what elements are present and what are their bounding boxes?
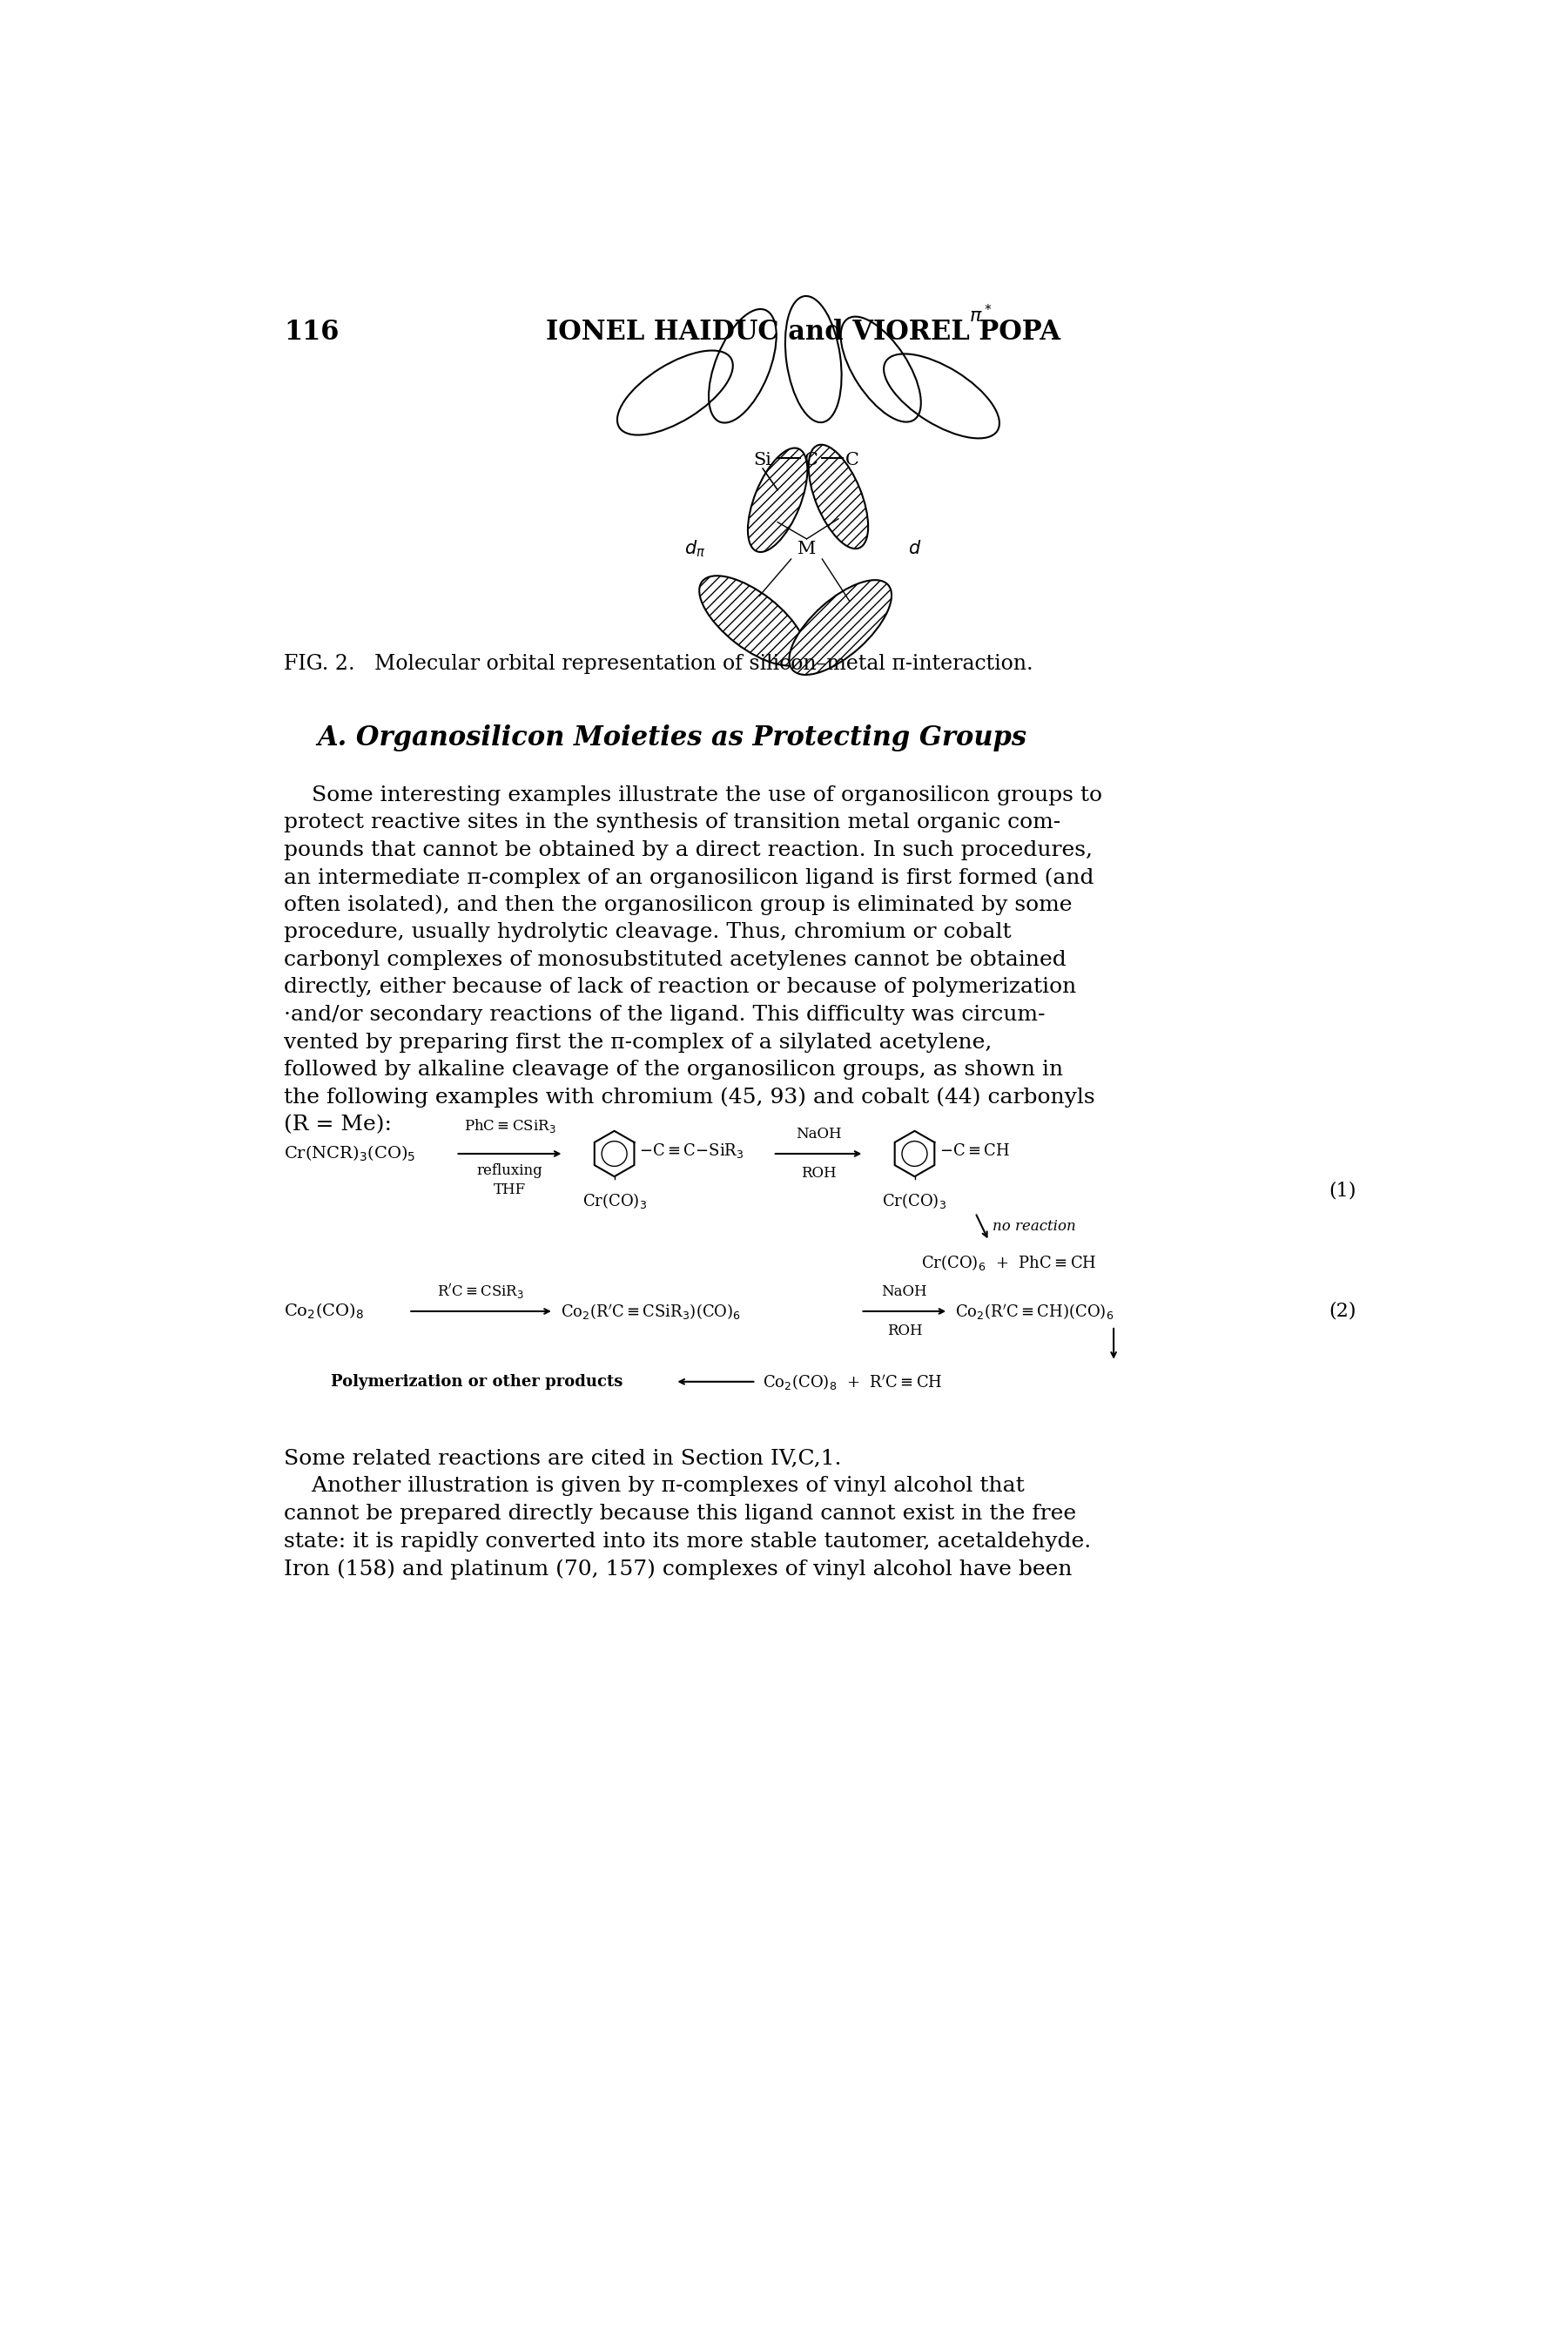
Text: ROH: ROH: [801, 1166, 836, 1180]
Text: ·and/or secondary reactions of the ligand. This difficulty was circum-: ·and/or secondary reactions of the ligan…: [284, 1004, 1046, 1025]
Text: PhC$\equiv$CSiR$_3$: PhC$\equiv$CSiR$_3$: [464, 1117, 555, 1136]
Text: Cr(CO)$_3$: Cr(CO)$_3$: [582, 1192, 646, 1211]
Text: M: M: [798, 541, 815, 557]
Text: Co$_2$(R$'$C$\equiv$CSiR$_3$)(CO)$_6$: Co$_2$(R$'$C$\equiv$CSiR$_3$)(CO)$_6$: [560, 1302, 740, 1321]
Text: Cr(CO)$_6$  +  PhC$\equiv$CH: Cr(CO)$_6$ + PhC$\equiv$CH: [922, 1253, 1098, 1272]
Text: $-$C$\equiv$C$-$SiR$_3$: $-$C$\equiv$C$-$SiR$_3$: [640, 1143, 745, 1159]
Text: vented by preparing first the π-complex of a silylated acetylene,: vented by preparing first the π-complex …: [284, 1032, 993, 1053]
Text: pounds that cannot be obtained by a direct reaction. In such procedures,: pounds that cannot be obtained by a dire…: [284, 839, 1093, 860]
Text: IONEL HAIDUC and VIOREL POPA: IONEL HAIDUC and VIOREL POPA: [546, 320, 1060, 346]
Text: (2): (2): [1330, 1302, 1356, 1321]
Text: Another illustration is given by π-complexes of vinyl alcohol that: Another illustration is given by π-compl…: [284, 1476, 1024, 1495]
Text: often isolated), and then the organosilicon group is eliminated by some: often isolated), and then the organosili…: [284, 896, 1073, 915]
Text: state: it is rapidly converted into its more stable tautomer, acetaldehyde.: state: it is rapidly converted into its …: [284, 1531, 1091, 1552]
Ellipse shape: [699, 576, 806, 665]
Text: refluxing: refluxing: [477, 1164, 543, 1178]
Text: carbonyl complexes of monosubstituted acetylenes cannot be obtained: carbonyl complexes of monosubstituted ac…: [284, 950, 1066, 971]
Text: $d$: $d$: [908, 541, 922, 557]
Text: $-$C$\equiv$CH: $-$C$\equiv$CH: [939, 1143, 1010, 1159]
Ellipse shape: [809, 444, 869, 548]
Text: Some related reactions are cited in Section IV,C,1.: Some related reactions are cited in Sect…: [284, 1448, 842, 1469]
Text: (R = Me):: (R = Me):: [284, 1114, 392, 1136]
Text: $\pi^*$: $\pi^*$: [969, 306, 993, 327]
Text: procedure, usually hydrolytic cleavage. Thus, chromium or cobalt: procedure, usually hydrolytic cleavage. …: [284, 922, 1011, 943]
Text: FIG. 2.   Molecular orbital representation of silicon–metal π-interaction.: FIG. 2. Molecular orbital representation…: [284, 654, 1033, 675]
Ellipse shape: [789, 581, 892, 675]
Text: Iron (158) and platinum (70, 157) complexes of vinyl alcohol have been: Iron (158) and platinum (70, 157) comple…: [284, 1559, 1073, 1580]
Text: the following examples with chromium (45, 93) and cobalt (44) carbonyls: the following examples with chromium (45…: [284, 1089, 1094, 1107]
Text: cannot be prepared directly because this ligand cannot exist in the free: cannot be prepared directly because this…: [284, 1505, 1076, 1523]
Ellipse shape: [748, 449, 808, 552]
Text: followed by alkaline cleavage of the organosilicon groups, as shown in: followed by alkaline cleavage of the org…: [284, 1060, 1063, 1079]
Text: Cr(CO)$_3$: Cr(CO)$_3$: [883, 1192, 947, 1211]
Text: NaOH: NaOH: [795, 1126, 842, 1143]
Text: Polymerization or other products: Polymerization or other products: [331, 1373, 622, 1389]
Text: Co$_2$(CO)$_8$  +  R$'$C$\equiv$CH: Co$_2$(CO)$_8$ + R$'$C$\equiv$CH: [762, 1373, 942, 1392]
Text: (1): (1): [1330, 1180, 1356, 1201]
Text: Si: Si: [754, 451, 771, 468]
Text: $d_\pi$: $d_\pi$: [685, 538, 706, 560]
Text: C: C: [804, 451, 818, 468]
Text: protect reactive sites in the synthesis of transition metal organic com-: protect reactive sites in the synthesis …: [284, 813, 1060, 832]
Text: Co$_2$(R$'$C$\equiv$CH)(CO)$_6$: Co$_2$(R$'$C$\equiv$CH)(CO)$_6$: [955, 1302, 1113, 1321]
Text: NaOH: NaOH: [881, 1284, 927, 1300]
Text: ROH: ROH: [887, 1324, 922, 1338]
Text: A. Organosilicon Moieties as Protecting Groups: A. Organosilicon Moieties as Protecting …: [317, 724, 1027, 752]
Text: no reaction: no reaction: [993, 1220, 1076, 1234]
Text: Co$_2$(CO)$_8$: Co$_2$(CO)$_8$: [284, 1302, 364, 1321]
Text: THF: THF: [494, 1183, 525, 1197]
Text: R$'$C$\equiv$CSiR$_3$: R$'$C$\equiv$CSiR$_3$: [437, 1281, 525, 1300]
Text: an intermediate π-complex of an organosilicon ligand is first formed (and: an intermediate π-complex of an organosi…: [284, 868, 1094, 889]
Text: C: C: [845, 451, 859, 468]
Text: Some interesting examples illustrate the use of organosilicon groups to: Some interesting examples illustrate the…: [284, 785, 1102, 804]
Text: Cr(NCR)$_3$(CO)$_5$: Cr(NCR)$_3$(CO)$_5$: [284, 1145, 416, 1164]
Text: directly, either because of lack of reaction or because of polymerization: directly, either because of lack of reac…: [284, 978, 1076, 997]
Text: 116: 116: [284, 320, 339, 346]
